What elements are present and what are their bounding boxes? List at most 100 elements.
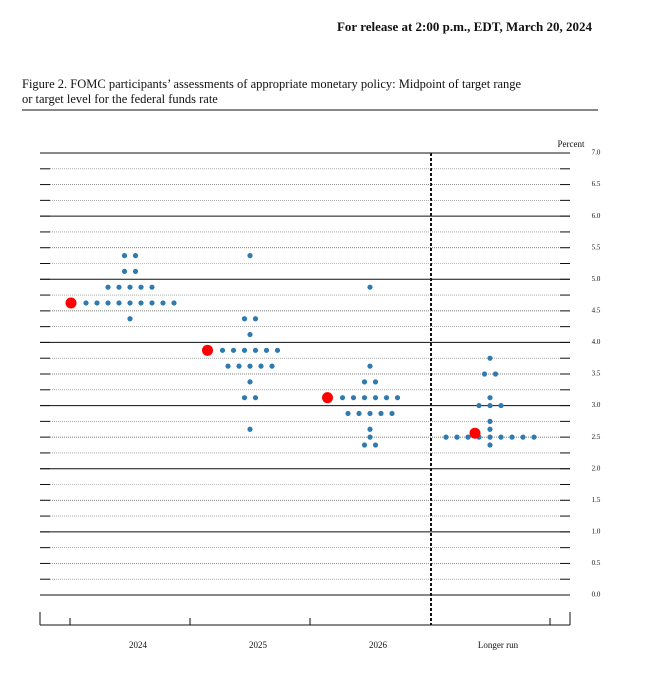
dot-row [367, 434, 373, 440]
participant-dot [247, 253, 253, 259]
participant-dot [367, 363, 373, 369]
participant-dot [454, 434, 460, 440]
participant-dot [241, 395, 248, 401]
participant-dot [252, 347, 259, 353]
participant-dot [383, 395, 390, 401]
participant-dot [171, 300, 177, 306]
participant-dot [247, 363, 253, 369]
participant-dot [531, 434, 537, 440]
participant-dot [121, 268, 128, 274]
dot-row [247, 253, 253, 259]
dot-row [247, 379, 253, 385]
dot-row [361, 379, 379, 385]
participant-dot [487, 355, 493, 361]
participant-dot [378, 410, 384, 417]
dot-row [367, 284, 373, 290]
y-tick-label: 3.5 [592, 370, 601, 378]
y-tick-label: 7.0 [592, 149, 601, 157]
y-tick-label: 1.5 [592, 496, 601, 504]
participant-dot [252, 316, 259, 322]
participant-dot [225, 363, 231, 369]
participant-dot [132, 253, 139, 259]
participant-dot [389, 410, 395, 417]
participant-dot [372, 395, 379, 401]
y-tick-label: 5.5 [592, 243, 601, 251]
dot-row [487, 442, 493, 448]
participant-dot [105, 300, 111, 306]
participant-dot [127, 316, 133, 322]
y-axis-label: Percent [558, 139, 585, 149]
participant-dot [94, 300, 100, 306]
participant-dot [443, 434, 449, 440]
participant-dot [121, 253, 128, 259]
participant-dot [149, 300, 155, 306]
median-dot [65, 297, 77, 309]
participant-dot [361, 379, 368, 385]
dot-row [219, 347, 281, 353]
y-tick-label: 6.5 [592, 180, 601, 188]
participant-dot [230, 347, 237, 353]
y-tick-label: 0.0 [592, 591, 601, 599]
median-dot [322, 392, 333, 404]
participant-dot [356, 410, 362, 417]
participant-dot [492, 371, 499, 377]
dot-row [487, 355, 493, 361]
participant-dot [127, 300, 133, 306]
participant-dot [339, 395, 346, 401]
dot-row [339, 395, 401, 401]
x-tick-label: Longer run [478, 640, 519, 650]
y-tick-label: 4.5 [592, 306, 601, 314]
participant-dot [345, 410, 351, 417]
participant-dot [149, 284, 155, 290]
participant-dot [132, 268, 139, 274]
dot-row [487, 395, 493, 401]
participant-dot [361, 442, 368, 448]
dot-row [241, 316, 259, 322]
x-tick-label: 2025 [249, 640, 268, 650]
participant-dot [241, 316, 248, 322]
participant-dot [481, 371, 488, 377]
dot-row [481, 371, 499, 377]
participant-dot [361, 395, 368, 401]
y-tick-label: 5.0 [592, 275, 601, 283]
participant-dot [372, 442, 379, 448]
participant-dot [487, 426, 493, 432]
participant-dot [487, 402, 493, 409]
dot-row [247, 331, 253, 338]
y-tick-label: 6.0 [592, 212, 601, 220]
x-tick-label: 2026 [369, 640, 388, 650]
participant-dot [274, 347, 281, 353]
participant-dot [247, 379, 253, 385]
x-tick-label: 2024 [129, 640, 148, 650]
dot-row [83, 300, 177, 306]
participant-dot [487, 418, 493, 424]
figure-title: Figure 2. FOMC participants’ assessments… [22, 77, 522, 91]
y-tick-label: 3.0 [592, 401, 601, 409]
y-tick-label: 4.0 [592, 338, 601, 346]
participant-dot [138, 300, 144, 306]
participant-dot [258, 363, 264, 369]
y-tick-label: 2.0 [592, 464, 601, 472]
x-axis-ticks [39, 612, 571, 625]
dot-row [443, 434, 537, 440]
participant-dot [509, 434, 515, 440]
participant-dot [367, 434, 373, 440]
participant-dot [465, 434, 471, 440]
participant-dot [160, 300, 166, 306]
participant-dot [487, 434, 493, 440]
participant-dot [520, 434, 526, 440]
median-dot [202, 344, 213, 356]
dot-row [225, 363, 275, 369]
participant-dot [241, 347, 248, 353]
participant-dot [252, 395, 259, 401]
participant-dot [105, 284, 111, 290]
dot-row [361, 442, 379, 448]
dot-row [367, 363, 373, 369]
participant-dot [138, 284, 144, 290]
median-dot [469, 427, 481, 439]
participant-dot [487, 442, 493, 448]
participant-dot [219, 347, 226, 353]
participant-dot [367, 426, 373, 432]
participant-dot [263, 347, 270, 353]
